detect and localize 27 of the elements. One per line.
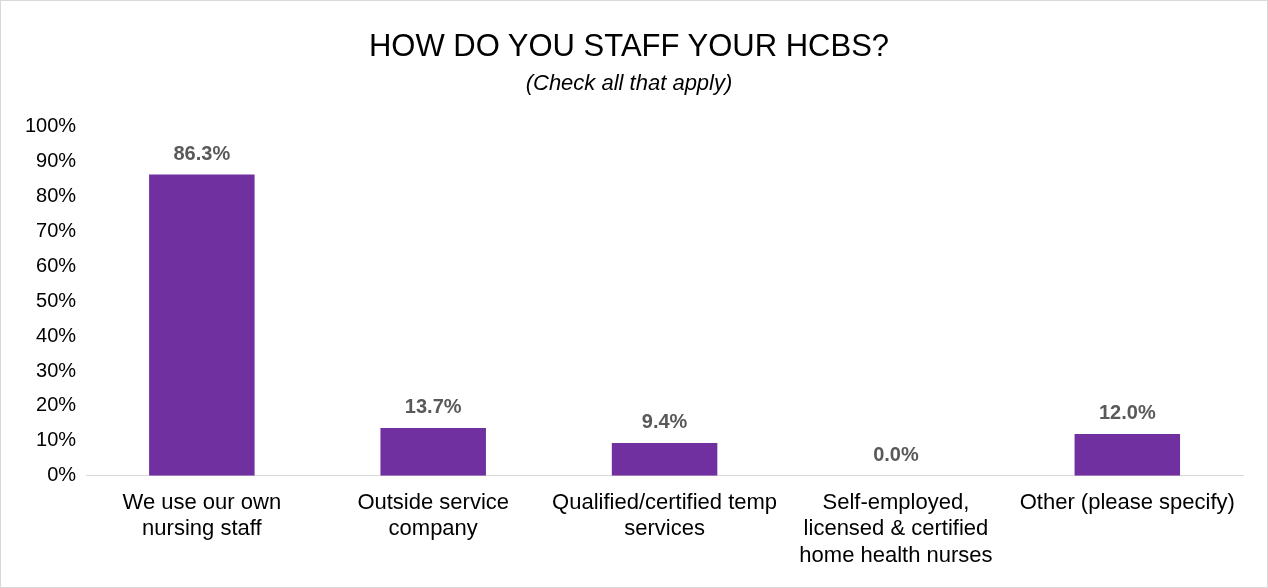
chart-title: HOW DO YOU STAFF YOUR HCBS? bbox=[368, 28, 890, 64]
y-tick-label: 60% bbox=[36, 253, 77, 276]
x-tick-label: Self-employed, licensed & certified home health nurses bbox=[799, 489, 993, 567]
bar bbox=[380, 427, 486, 476]
y-tick-label: 20% bbox=[36, 393, 77, 416]
data-label: 13.7% bbox=[404, 395, 462, 418]
y-tick-label: 100% bbox=[25, 114, 77, 137]
y-tick-label: 40% bbox=[36, 323, 77, 346]
data-label: 12.0% bbox=[1098, 401, 1156, 424]
chart-subtitle: (Check all that apply) bbox=[525, 69, 733, 95]
x-tick-label: Other (please specify) bbox=[1019, 489, 1235, 515]
x-tick-label: Outside service company bbox=[357, 489, 510, 541]
bar bbox=[1074, 433, 1181, 476]
y-tick-label: 0% bbox=[47, 463, 77, 486]
y-tick-label: 10% bbox=[36, 428, 77, 451]
y-tick-label: 50% bbox=[36, 288, 77, 311]
bar bbox=[149, 174, 255, 476]
y-tick-label: 70% bbox=[36, 218, 77, 241]
y-tick-label: 30% bbox=[36, 358, 77, 381]
x-tick-label: Qualified/certified temp services bbox=[552, 489, 778, 541]
bar bbox=[611, 442, 718, 476]
y-tick-label: 80% bbox=[36, 183, 77, 206]
data-label: 9.4% bbox=[641, 410, 688, 433]
y-tick-label: 90% bbox=[36, 149, 77, 172]
data-label: 0.0% bbox=[873, 443, 919, 466]
data-label: 86.3% bbox=[173, 141, 231, 164]
x-tick-label: We use our own nursing staff bbox=[122, 489, 282, 541]
